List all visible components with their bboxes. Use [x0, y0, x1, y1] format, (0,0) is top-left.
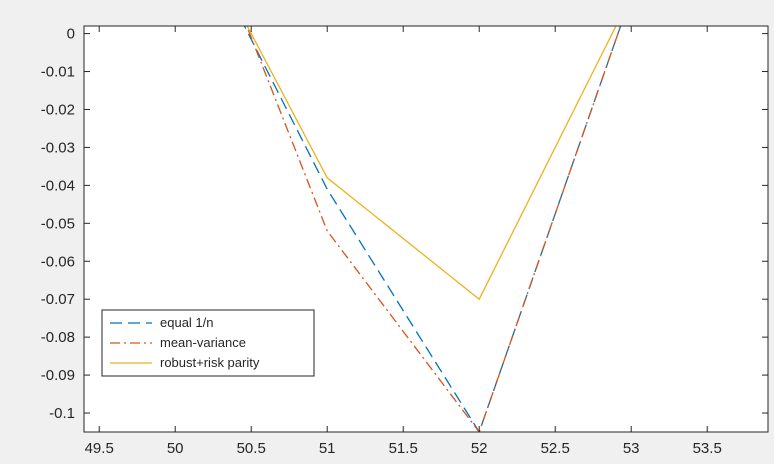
y-tick-label: -0.07: [41, 291, 75, 308]
x-tick-label: 50: [167, 440, 184, 457]
x-tick-label: 51.5: [389, 440, 418, 457]
y-tick-label: -0.04: [41, 177, 75, 194]
y-tick-label: -0.01: [41, 64, 75, 81]
x-tick-label: 49.5: [85, 440, 114, 457]
legend-label: robust+risk parity: [160, 355, 260, 370]
tick-layer: 49.5 50 50.5 51 51.5 52 52.5 53 53.5 0 -0.01 -0.02 -…: [41, 26, 768, 457]
x-tick-label: 52: [471, 440, 488, 457]
y-tick-label: -0.08: [41, 329, 75, 346]
x-tick-label: 51: [319, 440, 336, 457]
series-layer: [243, 26, 622, 432]
x-tick-label: 53.5: [693, 440, 722, 457]
legend-label: equal 1/n: [160, 315, 214, 330]
y-tick-label: -0.09: [41, 367, 75, 384]
axes-box: [83, 25, 769, 433]
x-tick-label: 53: [623, 440, 640, 457]
series-line-3: [246, 26, 617, 301]
y-tick-label: 0: [67, 26, 75, 43]
series-line-1: [243, 26, 622, 432]
legend-label: mean-variance: [160, 335, 246, 350]
y-tick-label: -0.06: [41, 253, 75, 270]
y-tick-label: -0.02: [41, 101, 75, 118]
y-tick-label: -0.1: [49, 405, 75, 422]
legend: equal 1/n mean-variance robust+risk parity: [101, 309, 315, 377]
y-tick-label: -0.03: [41, 139, 75, 156]
x-tick-label: 52.5: [541, 440, 570, 457]
y-tick-label: -0.05: [41, 215, 75, 232]
x-tick-label: 50.5: [237, 440, 266, 457]
